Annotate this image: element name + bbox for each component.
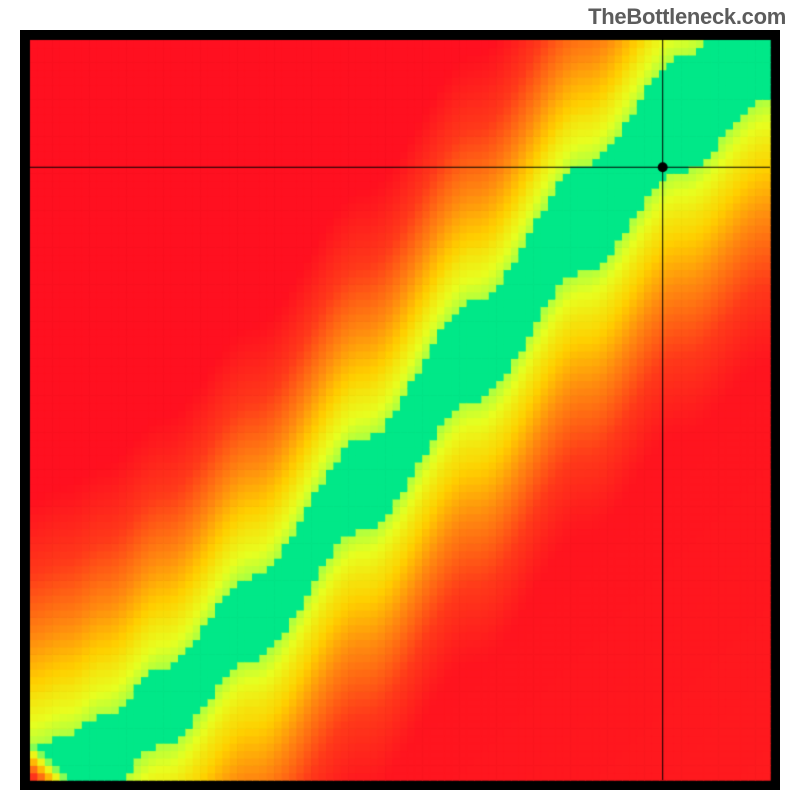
chart-container: TheBottleneck.com <box>0 0 800 800</box>
plot-area <box>20 30 780 790</box>
heatmap-canvas <box>20 30 780 790</box>
watermark-text: TheBottleneck.com <box>588 4 786 30</box>
